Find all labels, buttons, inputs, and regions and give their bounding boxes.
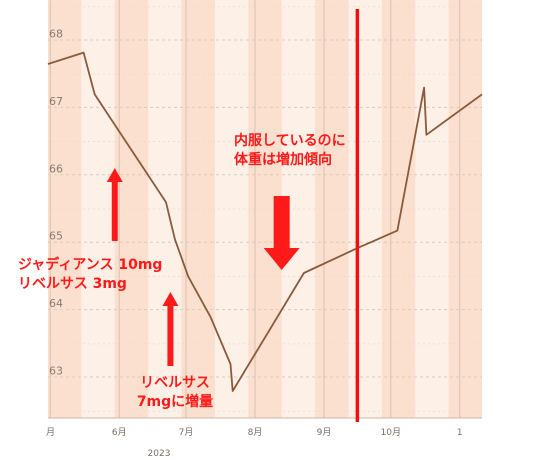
x-tick-label: 7月 [179, 427, 194, 438]
annotation-text: リベルサス [140, 375, 210, 391]
arrow-shaft [111, 180, 118, 241]
annotation-text: 体重は増加傾向 [234, 151, 332, 168]
annotation-arrow-up [106, 168, 123, 241]
annotation-arrow-up [162, 292, 179, 366]
y-tick-label: 67 [49, 95, 63, 108]
series-layer [47, 51, 483, 392]
y-tick-label: 68 [49, 27, 63, 40]
y-tick-label: 64 [49, 297, 63, 310]
gridlines [48, 0, 482, 419]
x-axis-ticks: 月 6月 7月 8月 9月 10月 1 [46, 427, 463, 438]
arrow-head [162, 292, 179, 306]
annotation-text: ジャディアンス 10mg [18, 256, 162, 273]
arrow-head [263, 248, 300, 270]
annotation-text: 内服しているのに [234, 132, 346, 149]
arrow-shaft [167, 304, 174, 366]
x-tick-label: 6月 [112, 427, 127, 438]
arrow-head [106, 168, 123, 182]
year-label: 2023 [148, 449, 171, 459]
x-tick-label: 10月 [381, 427, 401, 438]
x-tick-label: 1 [457, 428, 463, 438]
x-tick-label: 月 [46, 427, 55, 438]
arrow-shaft [273, 196, 290, 250]
annotation-text: 7mgに増量 [137, 393, 213, 410]
stripe-band [114, 0, 149, 418]
y-tick-label: 65 [49, 230, 63, 243]
y-axis-ticks: 63 64 65 66 67 68 [49, 27, 63, 377]
annotation-arrow-down [263, 196, 300, 270]
x-tick-label: 8月 [248, 427, 263, 438]
x-tick-label: 9月 [317, 427, 332, 438]
stripe-band [315, 0, 349, 418]
y-tick-label: 63 [49, 365, 63, 378]
annotation-text: リベルサス 3mg [18, 276, 127, 292]
annotations: ジャディアンス 10mg リベルサス 3mg リベルサス 7mgに増量 内服しているのに… [18, 132, 346, 410]
y-tick-label: 66 [49, 162, 63, 175]
weight-series-line [47, 51, 483, 392]
